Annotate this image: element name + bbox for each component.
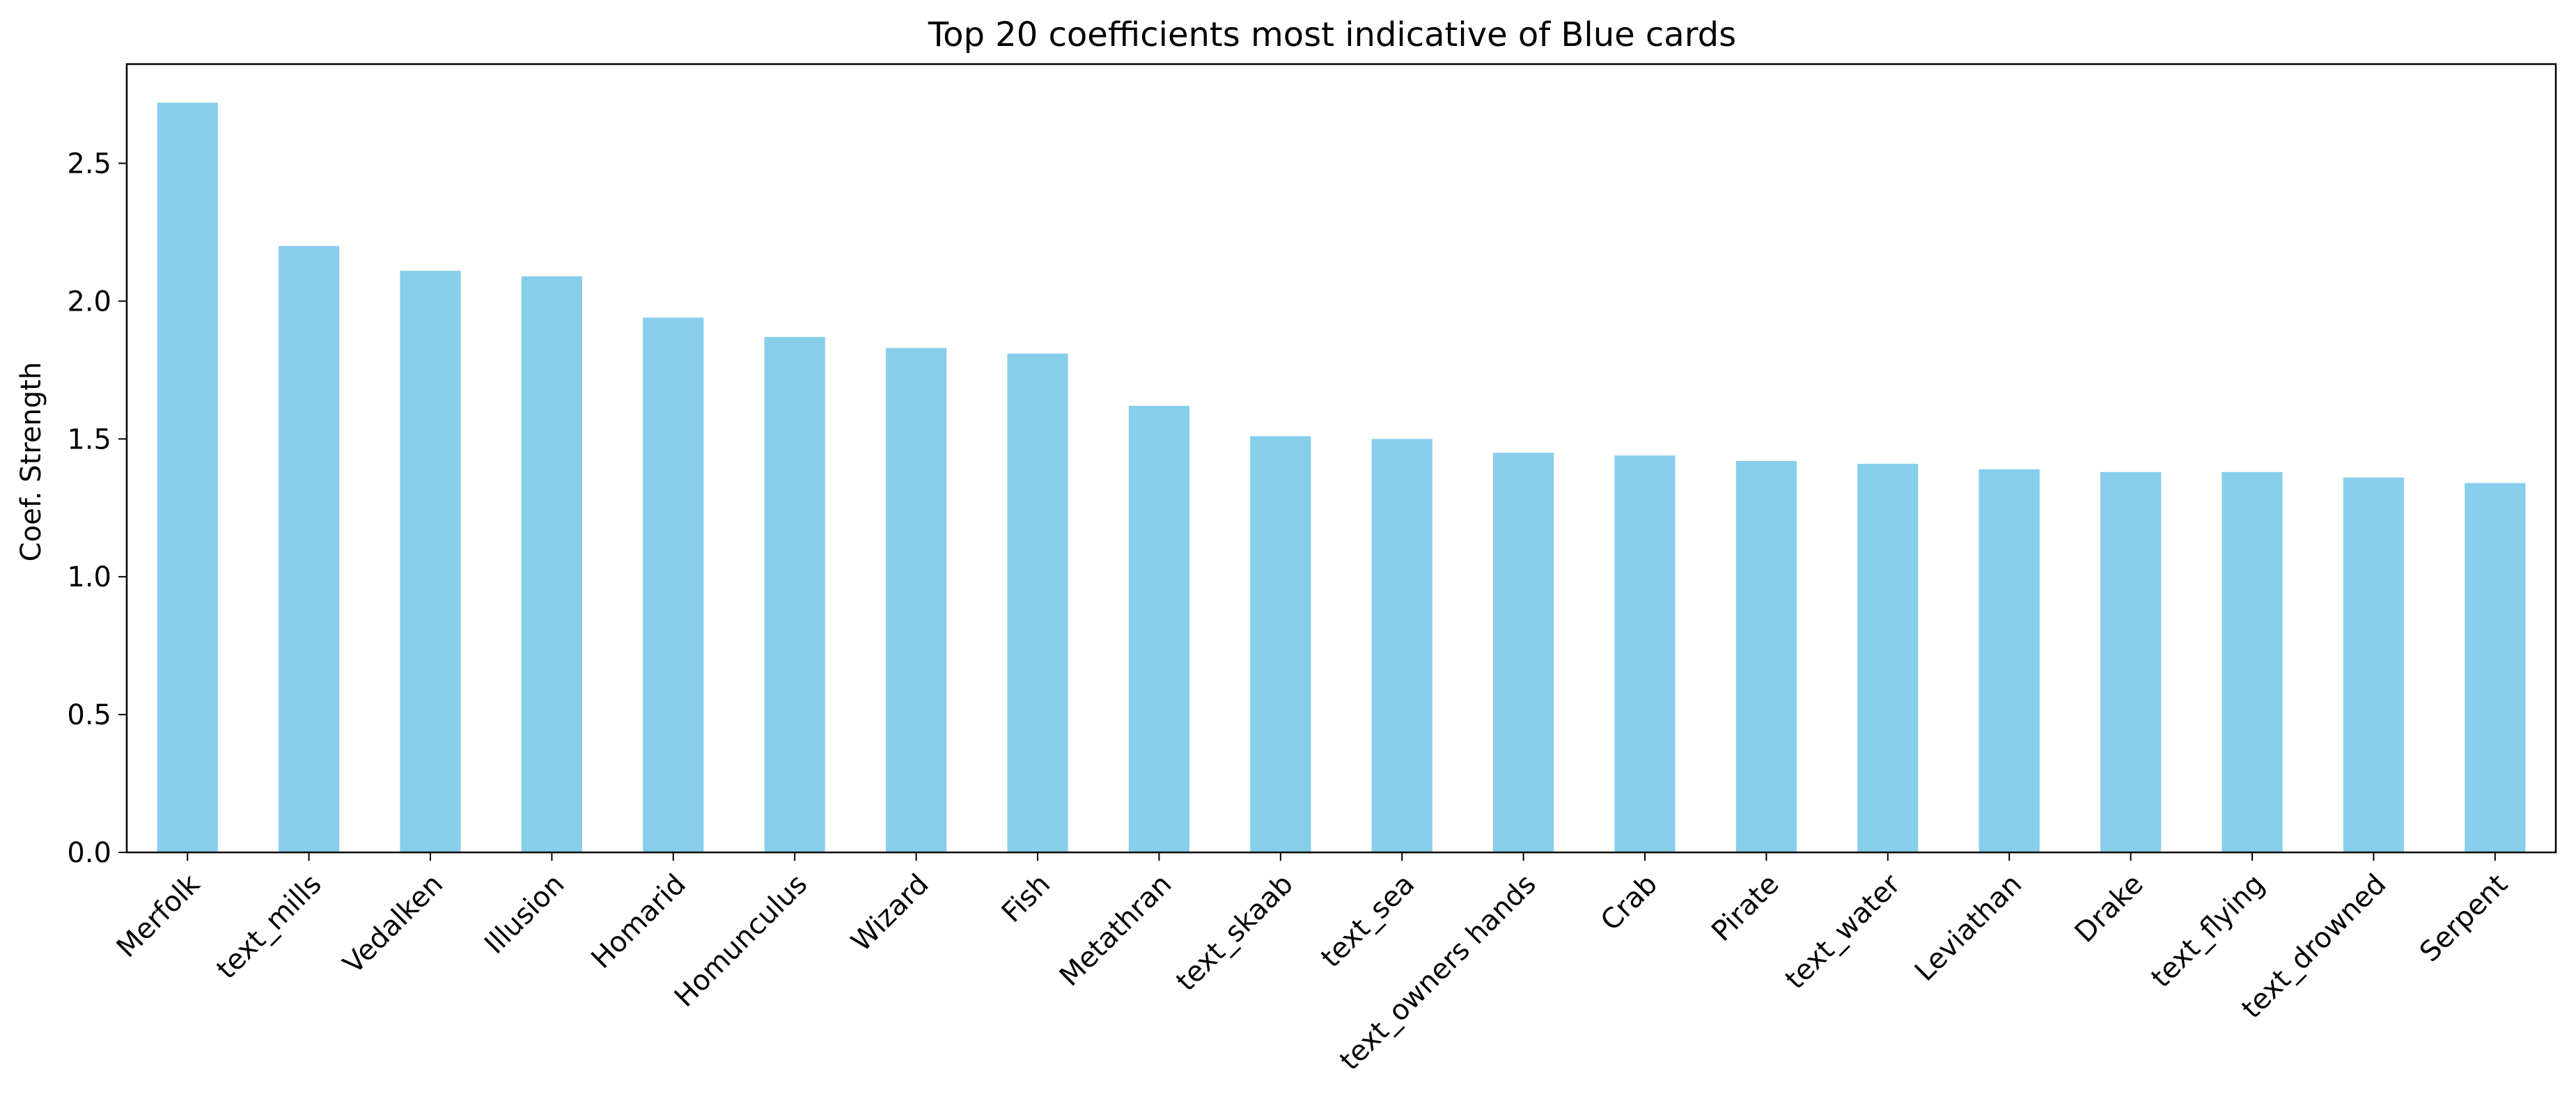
bar-17	[2222, 471, 2283, 852]
x-tick-label: text_owners hands	[1334, 868, 1542, 1077]
bar-8	[1128, 405, 1189, 852]
y-tick-label: 2.5	[67, 148, 111, 180]
x-tick-label: Wizard	[845, 868, 935, 958]
bar-2	[400, 270, 461, 852]
bar-16	[2100, 471, 2162, 852]
x-tick-label: text_sea	[1315, 868, 1421, 974]
x-tick-label: text_water	[1779, 868, 1907, 995]
bar-6	[886, 348, 947, 852]
x-tick-label: Merfolk	[111, 868, 207, 964]
bar-9	[1250, 436, 1311, 852]
x-axis: Merfolk text_mills Vedalken Illusion Homarid…	[111, 852, 2514, 1077]
x-tick-label: Metathran	[1054, 868, 1178, 993]
x-tick-label: Drake	[2069, 868, 2150, 949]
bar-7	[1007, 353, 1068, 853]
plot-frame	[125, 63, 2557, 854]
bar-3	[521, 276, 582, 852]
x-tick-label: Crab	[1595, 868, 1664, 937]
x-tick-label: text_mills	[210, 868, 327, 985]
chart-title: Top 20 coefficients most indicative of B…	[928, 15, 1736, 54]
bar-12	[1614, 455, 1676, 852]
x-tick-label: text_skaab	[1170, 868, 1299, 998]
y-axis-label: Coef. Strength	[15, 362, 47, 562]
bar-15	[1978, 469, 2040, 852]
y-tick-label: 2.0	[67, 286, 111, 318]
x-tick-label: Vedalken	[337, 868, 449, 981]
bar-11	[1493, 453, 1554, 852]
y-tick-label: 0.5	[67, 699, 111, 731]
y-tick-label: 0.0	[67, 837, 111, 869]
x-tick-label: Pirate	[1705, 868, 1785, 948]
bar-14	[1857, 463, 1919, 852]
y-tick-label: 1.5	[67, 423, 111, 455]
bar-5	[764, 336, 825, 852]
x-tick-label: Leviathan	[1909, 868, 2028, 988]
x-tick-label: Illusion	[478, 868, 570, 960]
bars-layer	[157, 102, 2526, 853]
x-tick-label: Homarid	[585, 868, 692, 975]
x-tick-label: Serpent	[2414, 868, 2514, 969]
bar-4	[643, 318, 704, 852]
y-tick-label: 1.0	[67, 561, 111, 593]
bar-1	[279, 246, 340, 852]
bar-0	[157, 102, 218, 852]
bar-13	[1735, 460, 1797, 852]
x-tick-label: Fish	[996, 868, 1056, 929]
bar-19	[2465, 483, 2526, 852]
x-tick-label: text_flying	[2145, 868, 2271, 994]
y-axis: 0.0 0.5 1.0 1.5 2.0 2.5	[67, 148, 127, 869]
bar-10	[1371, 439, 1433, 852]
bar-18	[2343, 477, 2404, 852]
